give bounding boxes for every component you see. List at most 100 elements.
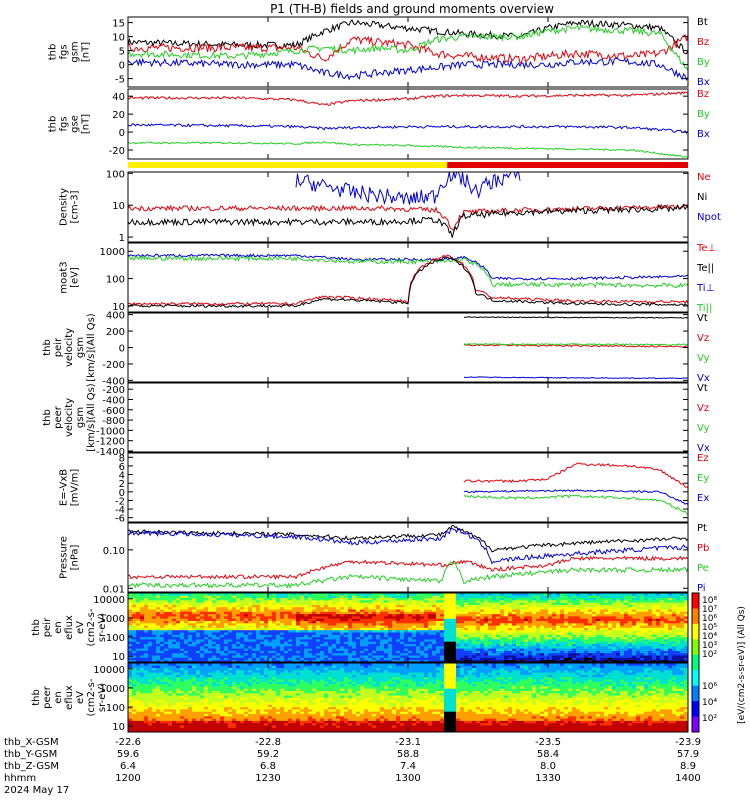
spectrogram-cell	[364, 622, 369, 626]
spectrogram-cell	[508, 645, 513, 649]
spectrogram-cell	[332, 627, 337, 631]
spectrogram-cell	[240, 641, 245, 644]
spectrogram-cell	[184, 606, 189, 610]
spectrogram-cell	[596, 634, 601, 638]
spectrogram-cell	[304, 613, 309, 617]
spectrogram-cell	[592, 625, 597, 628]
spectrogram-cell	[528, 620, 533, 624]
spectrogram-cell	[128, 636, 133, 640]
spectrogram-cell	[532, 632, 537, 635]
spectrogram-cell	[568, 595, 573, 598]
spectrogram-cell	[524, 620, 529, 624]
y-axis-title-line: eV	[75, 621, 86, 634]
spectrogram-cell	[176, 650, 181, 654]
spectrogram-cell	[372, 657, 377, 661]
spectrogram-cell	[128, 616, 133, 619]
spectrogram-cell	[544, 657, 549, 661]
spectrogram-cell	[664, 602, 669, 605]
spectrogram-cell	[552, 618, 557, 621]
spectrogram-cell	[620, 618, 625, 621]
spectrogram-cell	[156, 627, 161, 631]
spectrogram-cell	[604, 652, 609, 656]
spectrogram-cell	[232, 641, 237, 644]
spectrogram-cell	[676, 597, 681, 601]
spectrogram-cell	[180, 702, 185, 705]
spectrogram-cell	[184, 690, 189, 694]
spectrogram-cell	[384, 643, 389, 647]
spectrogram-cell	[280, 597, 285, 601]
spectrogram-cell	[300, 604, 305, 608]
spectrogram-cell	[204, 659, 209, 663]
spectrogram-cell	[220, 622, 225, 626]
spectrogram-cell	[572, 643, 577, 647]
spectrogram-cell	[432, 650, 437, 654]
spectrogram-cell	[184, 648, 189, 651]
spectrogram-cell	[420, 593, 425, 596]
spectrogram-cell	[452, 636, 457, 640]
spectrogram-cell	[572, 611, 577, 615]
spectrogram-cell	[300, 602, 305, 605]
spectrogram-cell	[532, 595, 537, 598]
spectrogram-cell	[416, 609, 421, 612]
spectrogram-cell	[312, 613, 317, 617]
spectrogram-cell	[324, 602, 329, 605]
spectrogram-cell	[408, 645, 413, 649]
spectrogram-cell	[652, 643, 657, 647]
spectrogram-cell	[316, 652, 321, 656]
spectrogram-cell	[204, 606, 209, 610]
spectrogram-cell	[588, 613, 593, 617]
spectrogram-cell	[620, 593, 625, 596]
y-axis-title-line: velocity	[64, 328, 75, 367]
spectrogram-cell	[292, 604, 297, 608]
spectrogram-cell	[596, 622, 601, 626]
spectrogram-cell	[660, 648, 665, 651]
spectrogram-cell	[676, 593, 681, 596]
spectrogram-cell	[308, 659, 313, 663]
spectrogram-cell	[132, 648, 137, 651]
spectrogram-cell	[156, 629, 161, 633]
spectrogram-cell	[616, 636, 621, 640]
spectrogram-cell	[208, 634, 213, 638]
spectrogram-cell	[188, 704, 193, 708]
spectrogram-cell	[432, 652, 437, 656]
spectrogram-cell	[480, 622, 485, 626]
spectrogram-cell	[572, 622, 577, 626]
spectrogram-cell	[640, 645, 645, 649]
spectrogram-cell	[144, 692, 149, 696]
spectrogram-cell	[156, 618, 161, 621]
spectrogram-cell	[376, 652, 381, 656]
spectrogram-cell	[284, 650, 289, 654]
spectrogram-cell	[148, 674, 153, 678]
spectrogram-cell	[336, 655, 341, 658]
spectrogram-cell	[564, 659, 569, 663]
spectrogram-cell	[664, 659, 669, 663]
spectrogram-cell	[632, 622, 637, 626]
spectrogram-cell	[480, 604, 485, 608]
spectrogram-cell	[616, 620, 621, 624]
spectrogram-cell	[372, 602, 377, 605]
spectrogram-cell	[536, 645, 541, 649]
spectrogram-cell	[524, 618, 529, 621]
spectrogram-cell	[144, 655, 149, 658]
spectrogram-cell	[224, 629, 229, 633]
spectrogram-cell	[176, 627, 181, 631]
spectrogram-cell	[644, 643, 649, 647]
spectrogram-cell	[320, 618, 325, 621]
spectrogram-cell	[504, 627, 509, 631]
spectrogram-cell	[236, 597, 241, 601]
spectrogram-cell	[152, 604, 157, 608]
spectrogram-cell	[668, 641, 673, 644]
spectrogram-cell	[460, 609, 465, 612]
spectrogram-cell	[468, 620, 473, 624]
spectrogram-cell	[372, 616, 377, 619]
spectrogram-cell	[488, 604, 493, 608]
legend-Vt: Vt	[697, 313, 708, 324]
y-tick-label: 200	[106, 327, 125, 338]
spectrogram-cell	[500, 602, 505, 605]
spectrogram-cell	[680, 599, 685, 603]
spectrogram-cell	[560, 609, 565, 612]
spectrogram-cell	[328, 650, 333, 654]
spectrogram-cell	[608, 620, 613, 624]
spectrogram-cell	[160, 690, 165, 694]
spectrogram-cell	[452, 622, 457, 626]
